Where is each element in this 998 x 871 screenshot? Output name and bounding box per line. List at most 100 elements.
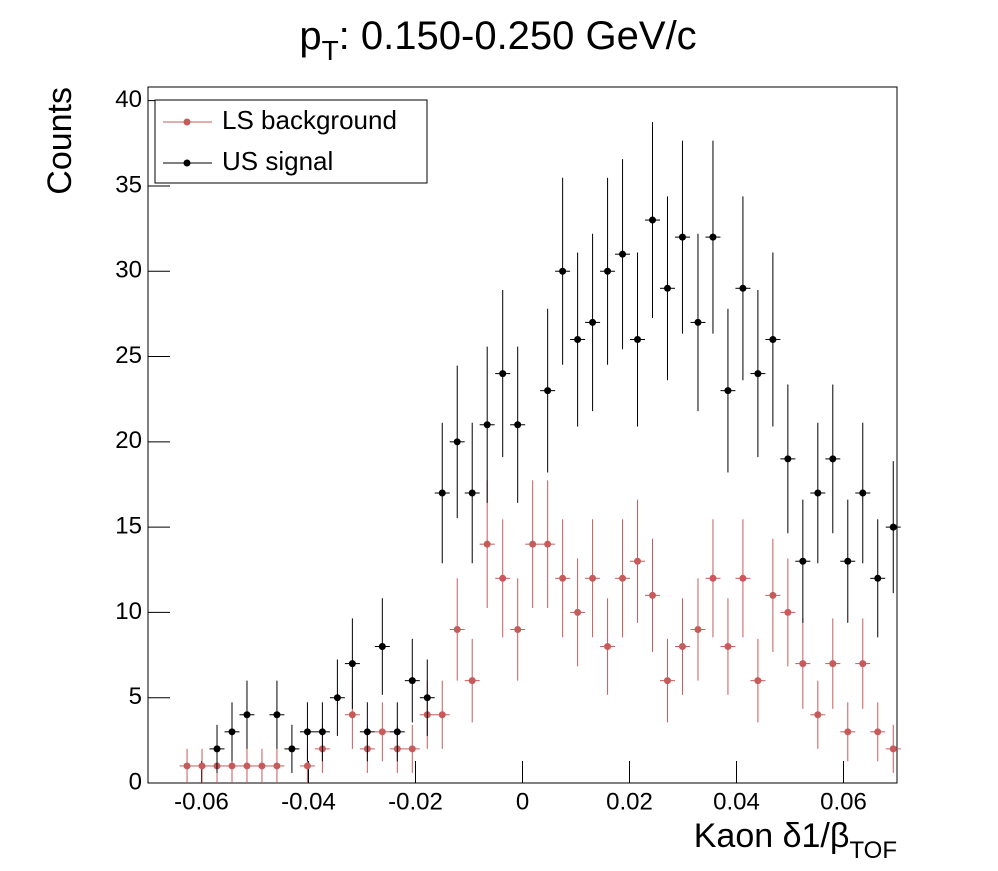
marker [228, 762, 236, 770]
marker [514, 625, 522, 633]
marker [784, 608, 792, 616]
marker [499, 370, 507, 378]
marker [393, 728, 401, 736]
marker [438, 489, 446, 497]
legend-label: US signal [222, 146, 333, 176]
y-tick-label: 35 [115, 171, 142, 198]
marker [724, 387, 732, 395]
marker [378, 728, 386, 736]
marker [829, 455, 837, 463]
marker [483, 421, 491, 429]
marker [754, 677, 762, 685]
marker [589, 318, 597, 326]
marker [559, 267, 567, 275]
marker [378, 643, 386, 651]
marker [634, 335, 642, 343]
x-tick-label: 0.04 [713, 788, 760, 815]
marker [663, 677, 671, 685]
marker [604, 267, 612, 275]
marker [243, 711, 251, 719]
marker [544, 387, 552, 395]
marker [273, 711, 281, 719]
marker [799, 557, 807, 565]
marker [589, 574, 597, 582]
marker [499, 574, 507, 582]
y-tick-label: 25 [115, 342, 142, 369]
marker [514, 421, 522, 429]
marker [724, 643, 732, 651]
legend-marker [183, 159, 191, 167]
x-label-main: Kaon δ1/β [694, 817, 850, 855]
marker [709, 574, 717, 582]
marker [529, 540, 537, 548]
marker [844, 728, 852, 736]
marker [814, 489, 822, 497]
marker [754, 370, 762, 378]
marker [183, 762, 191, 770]
marker [559, 574, 567, 582]
marker [769, 591, 777, 599]
y-tick-label: 5 [129, 683, 142, 710]
x-axis-label: Kaon δ1/βTOF [694, 817, 897, 864]
y-tick-label: 20 [115, 427, 142, 454]
marker [739, 284, 747, 292]
chart-title: pT: 0.150-0.250 GeV/c [299, 14, 696, 67]
marker [198, 762, 206, 770]
marker [438, 711, 446, 719]
marker [678, 643, 686, 651]
marker [453, 438, 461, 446]
marker [468, 677, 476, 685]
marker [483, 540, 491, 548]
marker [574, 608, 582, 616]
x-tick-label: -0.06 [174, 788, 229, 815]
x-tick-label: 0.02 [606, 788, 653, 815]
title-sub: T [322, 35, 339, 66]
marker [784, 455, 792, 463]
y-tick-label: 40 [115, 86, 142, 113]
marker [303, 762, 311, 770]
y-tick-label: 0 [129, 768, 142, 795]
x-tick-label: 0.06 [820, 788, 867, 815]
marker [649, 591, 657, 599]
marker [288, 745, 296, 753]
marker [363, 728, 371, 736]
marker [694, 625, 702, 633]
y-tick-label: 30 [115, 257, 142, 284]
marker [408, 745, 416, 753]
marker [544, 540, 552, 548]
x-tick-label: 0 [516, 788, 529, 815]
marker [258, 762, 266, 770]
marker [408, 677, 416, 685]
marker [213, 745, 221, 753]
marker [649, 216, 657, 224]
x-label-sub: TOF [849, 837, 897, 864]
marker [318, 728, 326, 736]
marker [348, 711, 356, 719]
marker [769, 335, 777, 343]
legend-marker [183, 118, 191, 126]
marker [694, 318, 702, 326]
marker [619, 250, 627, 258]
title-rest: : 0.150-0.250 GeV/c [339, 14, 697, 58]
title-main: p [299, 14, 321, 58]
marker [574, 335, 582, 343]
marker [348, 660, 356, 668]
marker [228, 728, 236, 736]
marker [303, 728, 311, 736]
marker [844, 557, 852, 565]
y-axis-label: Counts [41, 87, 79, 195]
marker [829, 660, 837, 668]
marker [889, 523, 897, 531]
legend-label: LS background [222, 105, 397, 135]
y-tick-label: 10 [115, 598, 142, 625]
x-tick-label: -0.02 [388, 788, 443, 815]
marker [423, 694, 431, 702]
marker [634, 557, 642, 565]
marker [709, 233, 717, 241]
marker [874, 574, 882, 582]
marker [453, 625, 461, 633]
marker [874, 728, 882, 736]
